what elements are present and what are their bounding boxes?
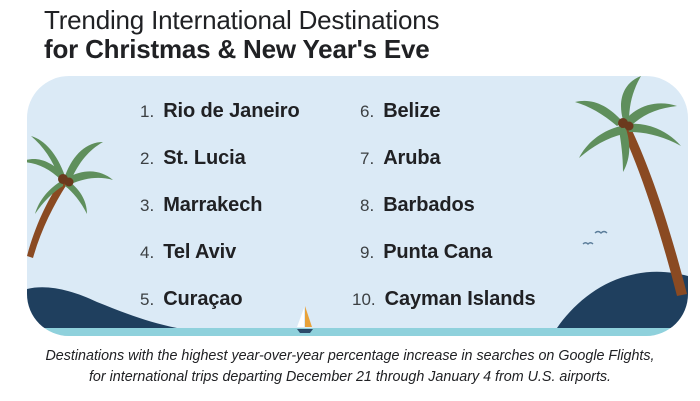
- destination-name: Aruba: [383, 147, 441, 169]
- caption-line-1: Destinations with the highest year-over-…: [45, 348, 655, 364]
- destination-name: Curaçao: [163, 288, 243, 310]
- rank-number: 7.: [360, 149, 375, 168]
- list-item: 4. Tel Aviv: [140, 241, 236, 264]
- destination-name: Marrakech: [163, 194, 263, 216]
- bird-icon: [582, 230, 608, 245]
- destination-name: Cayman Islands: [384, 288, 536, 310]
- list-item: 9. Punta Cana: [360, 241, 492, 264]
- page-title: Trending International Destinations for …: [44, 5, 440, 65]
- rank-number: 3.: [140, 196, 155, 215]
- rank-number: 10.: [352, 290, 376, 309]
- sailboat-icon: [297, 306, 313, 333]
- list-item: 7. Aruba: [360, 147, 441, 170]
- list-item: 1. Rio de Janeiro: [140, 100, 300, 123]
- rank-number: 6.: [360, 102, 375, 121]
- palm-tree-icon: [575, 76, 687, 296]
- caption: Destinations with the highest year-over-…: [0, 346, 700, 387]
- title-line-1: Trending International Destinations: [44, 5, 440, 35]
- rank-number: 4.: [140, 243, 155, 262]
- destination-name: Tel Aviv: [163, 241, 237, 263]
- list-item: 8. Barbados: [360, 194, 475, 217]
- water-strip: [27, 328, 688, 336]
- caption-line-2: for international trips departing Decemb…: [88, 368, 612, 385]
- list-item: 10. Cayman Islands: [352, 288, 536, 311]
- right-hill: [557, 271, 688, 328]
- rank-number: 1.: [140, 102, 155, 121]
- title-line-2: for Christmas & New Year's Eve: [44, 34, 430, 65]
- list-item: 2. St. Lucia: [140, 147, 246, 170]
- list-item: 5. Curaçao: [140, 288, 243, 311]
- list-item: 3. Marrakech: [140, 194, 262, 217]
- rank-number: 8.: [360, 196, 375, 215]
- destination-name: Belize: [383, 100, 441, 122]
- destination-name: Punta Cana: [383, 241, 493, 263]
- beach-scene: [27, 76, 688, 336]
- rank-number: 9.: [360, 243, 375, 262]
- destination-name: Rio de Janeiro: [163, 100, 300, 122]
- rank-number: 5.: [140, 290, 155, 309]
- beach-illustration: [27, 76, 688, 336]
- left-hill: [27, 287, 177, 328]
- destination-name: Barbados: [383, 194, 475, 216]
- rank-number: 2.: [140, 149, 155, 168]
- list-item: 6. Belize: [360, 100, 440, 123]
- destination-name: St. Lucia: [163, 147, 246, 169]
- palm-tree-icon: [27, 136, 113, 258]
